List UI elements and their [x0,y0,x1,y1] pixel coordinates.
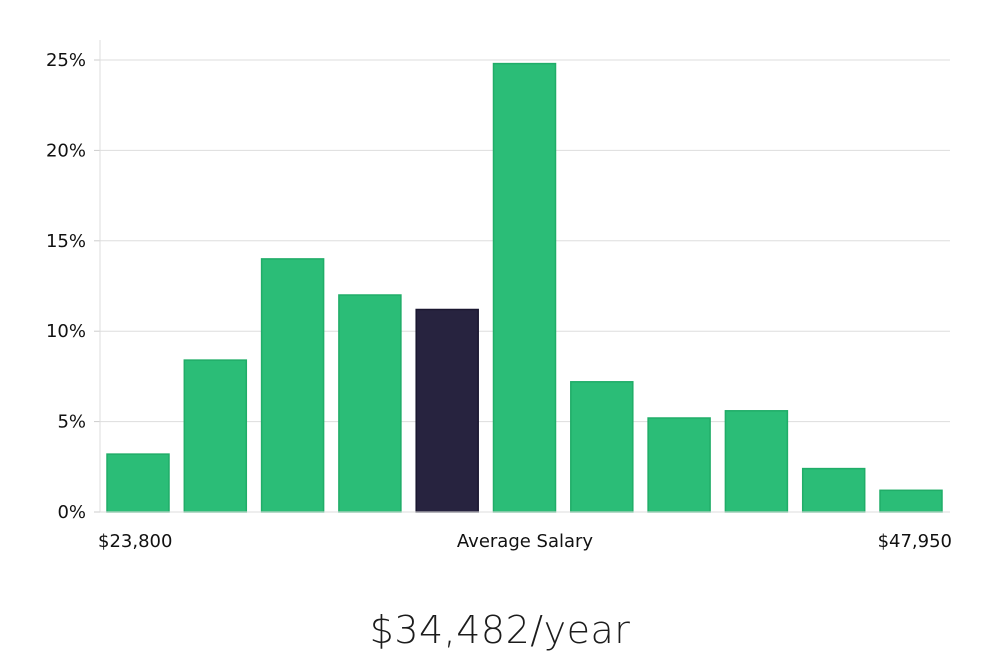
salary-histogram: 0%5%10%15%20%25% $23,800 Average Salary … [46,40,952,552]
y-axis-ticks: 0% 5% 10% 15% 20% 25% [46,50,100,523]
bar[interactable] [183,359,248,513]
bar[interactable] [260,258,325,513]
bar[interactable] [338,294,402,513]
bar[interactable] [801,467,866,513]
bar[interactable] [879,489,943,513]
bars [106,62,943,513]
bar[interactable] [647,417,711,513]
bar[interactable] [492,62,557,513]
y-tick-label: 10% [46,321,86,342]
bar[interactable] [570,381,634,513]
x-max-label: $47,950 [878,531,952,552]
y-tick-label: 5% [57,412,86,433]
y-tick-label: 15% [46,231,86,252]
bar[interactable] [724,410,789,513]
average-salary-value: $34,482/year [369,608,631,652]
y-tick-label: 20% [46,140,86,161]
x-min-label: $23,800 [98,531,172,552]
bar[interactable] [106,453,170,513]
y-tick-label: 0% [57,502,86,523]
y-tick-label: 25% [46,50,86,71]
bar-highlighted[interactable] [415,308,479,513]
x-axis-title: Average Salary [457,531,594,552]
